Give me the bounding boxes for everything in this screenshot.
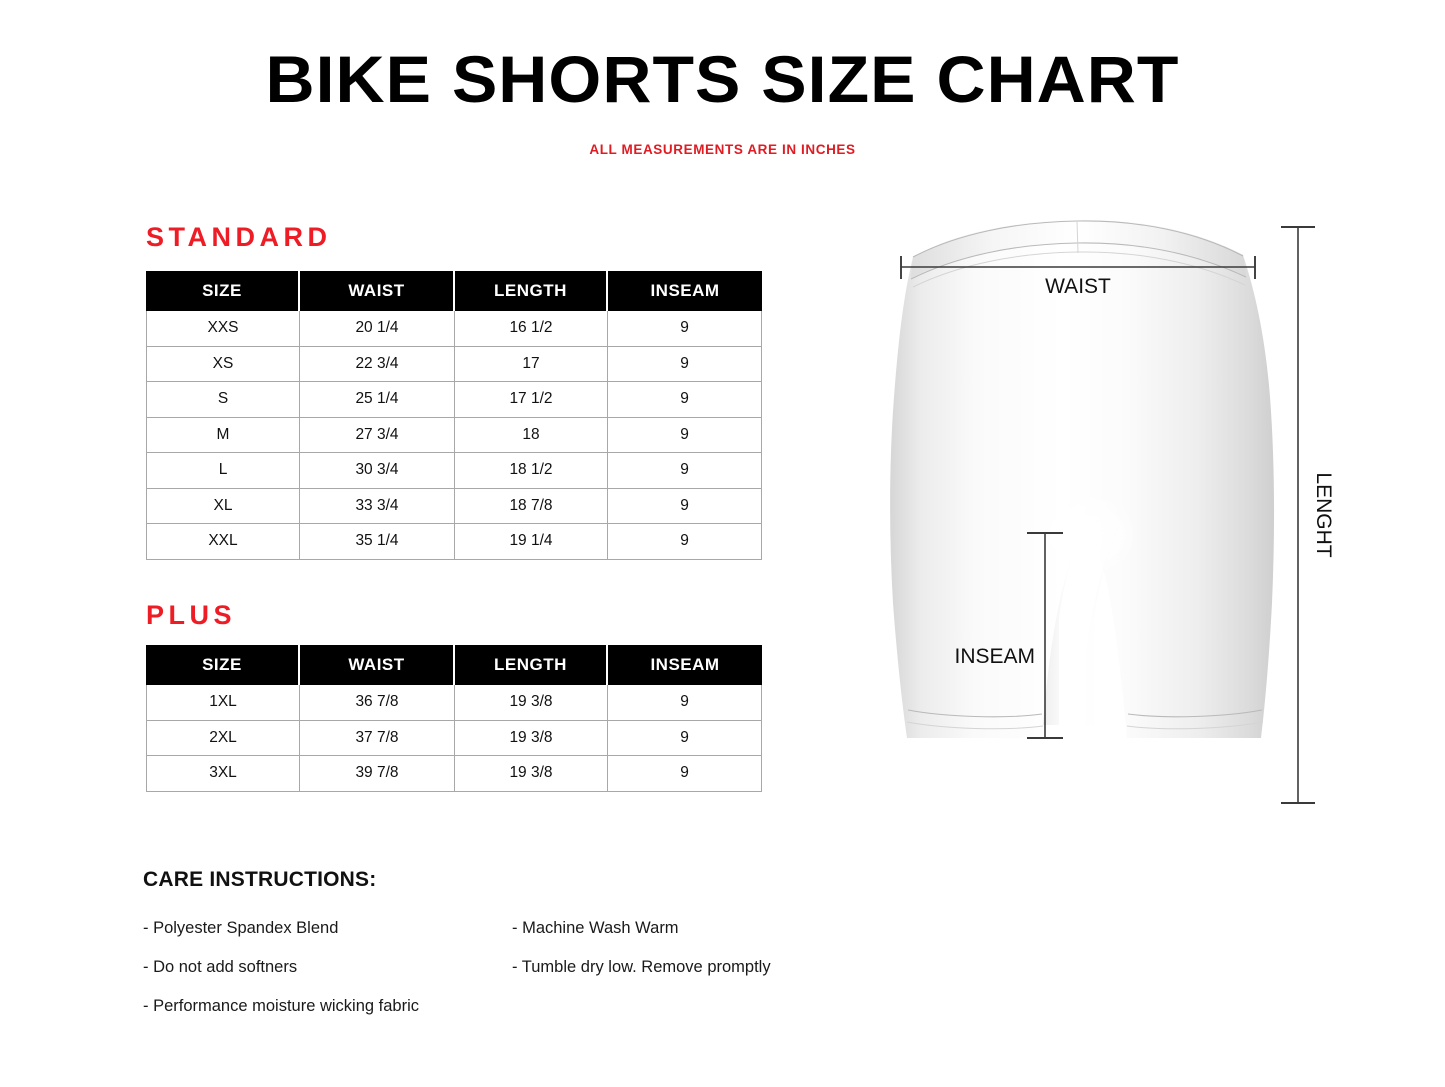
left-leg-hem-seam — [907, 709, 1043, 718]
cell-inseam: 9 — [608, 524, 762, 560]
waist-label: WAIST — [1045, 275, 1111, 298]
cell-waist: 33 3/4 — [300, 488, 455, 524]
table-row: 2XL 37 7/8 19 3/8 9 — [146, 720, 762, 756]
bike-shorts-diagram: WAIST INSEAM LENGHT — [845, 205, 1355, 835]
cell-inseam: 9 — [608, 311, 762, 347]
cell-size: XL — [146, 488, 300, 524]
section-heading-plus: PLUS — [146, 600, 237, 630]
column-header-inseam: INSEAM — [608, 645, 762, 685]
cell-waist: 30 3/4 — [300, 453, 455, 489]
table-row: L 30 3/4 18 1/2 9 — [146, 453, 762, 489]
cell-size: L — [146, 453, 300, 489]
column-header-waist: WAIST — [300, 271, 455, 311]
cell-length: 18 7/8 — [455, 488, 608, 524]
cell-waist: 20 1/4 — [300, 311, 455, 347]
cell-size: 2XL — [146, 720, 300, 756]
cell-inseam: 9 — [608, 756, 762, 792]
inseam-dimension: INSEAM — [954, 532, 1063, 739]
standard-size-table: SIZE WAIST LENGTH INSEAM XXS 20 1/4 16 1… — [146, 271, 762, 560]
cell-length: 19 3/8 — [455, 720, 608, 756]
cell-size: M — [146, 417, 300, 453]
cell-inseam: 9 — [608, 382, 762, 418]
care-item: - Tumble dry low. Remove promptly — [512, 958, 771, 976]
cell-inseam: 9 — [608, 685, 762, 721]
care-item: - Polyester Spandex Blend — [143, 919, 339, 937]
cell-waist: 22 3/4 — [300, 346, 455, 382]
column-header-length: LENGTH — [455, 645, 608, 685]
length-dimension: LENGHT — [1281, 226, 1335, 804]
table-row: 1XL 36 7/8 19 3/8 9 — [146, 685, 762, 721]
table-header-row: SIZE WAIST LENGTH INSEAM — [146, 271, 762, 311]
table-row: XS 22 3/4 17 9 — [146, 346, 762, 382]
crotch-highlight — [1033, 491, 1137, 579]
table-row: S 25 1/4 17 1/2 9 — [146, 382, 762, 418]
cell-length: 17 — [455, 346, 608, 382]
table-row: XXS 20 1/4 16 1/2 9 — [146, 311, 762, 347]
column-header-length: LENGTH — [455, 271, 608, 311]
column-header-size: SIZE — [146, 271, 300, 311]
care-item: - Do not add softners — [143, 958, 298, 976]
cell-length: 18 — [455, 417, 608, 453]
waistband-seam-bottom — [910, 242, 1247, 280]
cell-waist: 39 7/8 — [300, 756, 455, 792]
cell-size: XS — [146, 346, 300, 382]
cell-length: 19 3/8 — [455, 685, 608, 721]
shorts-body-shape — [890, 219, 1275, 738]
table-row: M 27 3/4 18 9 — [146, 417, 762, 453]
plus-size-table: SIZE WAIST LENGTH INSEAM 1XL 36 7/8 19 3… — [146, 645, 762, 792]
cell-length: 17 1/2 — [455, 382, 608, 418]
column-header-size: SIZE — [146, 645, 300, 685]
cell-size: 3XL — [146, 756, 300, 792]
cell-inseam: 9 — [608, 488, 762, 524]
cell-waist: 27 3/4 — [300, 417, 455, 453]
table-row: XXL 35 1/4 19 1/4 9 — [146, 524, 762, 560]
cell-waist: 36 7/8 — [300, 685, 455, 721]
column-header-inseam: INSEAM — [608, 271, 762, 311]
cell-size: S — [146, 382, 300, 418]
length-label: LENGHT — [1312, 472, 1335, 557]
cell-waist: 35 1/4 — [300, 524, 455, 560]
right-leg-hem-seam — [1127, 709, 1263, 718]
inseam-label: INSEAM — [954, 645, 1035, 668]
cell-waist: 37 7/8 — [300, 720, 455, 756]
center-front-line — [1076, 220, 1079, 254]
column-header-waist: WAIST — [300, 645, 455, 685]
table-header-row: SIZE WAIST LENGTH INSEAM — [146, 645, 762, 685]
cell-size: 1XL — [146, 685, 300, 721]
section-heading-standard: STANDARD — [146, 222, 332, 252]
care-item: - Performance moisture wicking fabric — [143, 997, 420, 1015]
table-row: XL 33 3/4 18 7/8 9 — [146, 488, 762, 524]
left-leg-inner-shadow — [1043, 525, 1085, 725]
cell-inseam: 9 — [608, 417, 762, 453]
cell-inseam: 9 — [608, 453, 762, 489]
cell-waist: 25 1/4 — [300, 382, 455, 418]
right-leg-inner-shadow — [1078, 525, 1120, 725]
cell-size: XXS — [146, 311, 300, 347]
care-instructions-title: CARE INSTRUCTIONS: — [143, 868, 377, 891]
cell-length: 16 1/2 — [455, 311, 608, 347]
shorts-waistband — [911, 219, 1246, 278]
cell-inseam: 9 — [608, 346, 762, 382]
page-subtitle: ALL MEASUREMENTS ARE IN INCHES — [589, 142, 856, 157]
table-row: 3XL 39 7/8 19 3/8 9 — [146, 756, 762, 792]
waist-dimension: WAIST — [900, 256, 1256, 298]
cell-size: XXL — [146, 524, 300, 560]
right-leg-hem-seam-lower — [1126, 721, 1264, 730]
care-item: - Machine Wash Warm — [512, 919, 679, 937]
page-title: BIKE SHORTS SIZE CHART — [265, 42, 1180, 116]
cell-length: 18 1/2 — [455, 453, 608, 489]
left-leg-hem-seam-lower — [906, 721, 1044, 730]
cell-length: 19 3/8 — [455, 756, 608, 792]
cell-length: 19 1/4 — [455, 524, 608, 560]
cell-inseam: 9 — [608, 720, 762, 756]
